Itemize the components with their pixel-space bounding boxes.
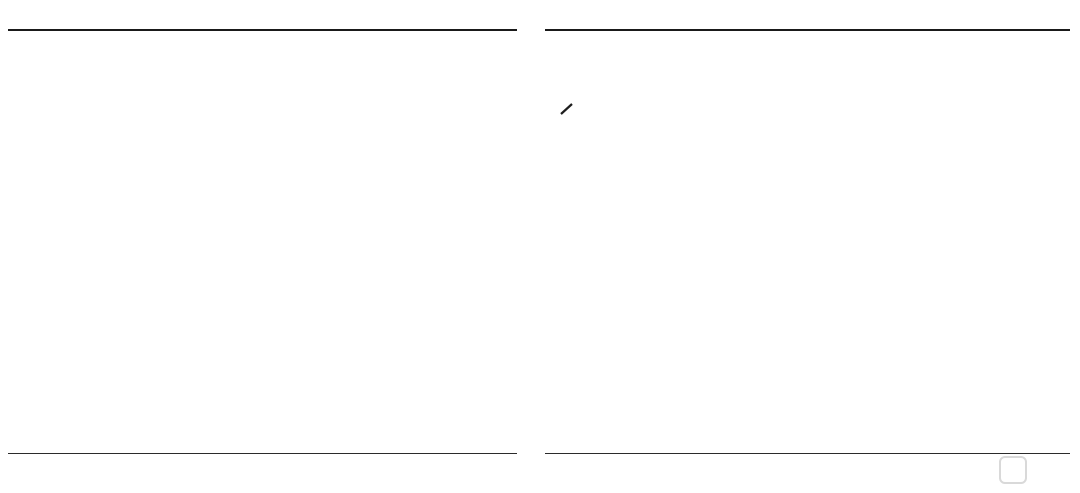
legend-item-transit: [138, 85, 187, 89]
legend-item-avg-rate: [559, 102, 582, 116]
right-title-rule: [545, 29, 1070, 31]
right-footer-rule: [545, 453, 1070, 455]
transit-line-swatch: [138, 85, 178, 89]
diagonal-line-icon: [560, 103, 573, 115]
gelonghui-watermark: [999, 456, 1033, 484]
left-footer-rule: [8, 453, 517, 455]
vaccination-chart: [540, 98, 1080, 323]
left-title-rule: [8, 29, 517, 31]
legend-item-national-parks: [138, 58, 187, 62]
national-parks-line-swatch: [138, 58, 178, 62]
google-mobility-chart: [0, 100, 515, 430]
gelonghui-logo-icon: [999, 456, 1027, 484]
